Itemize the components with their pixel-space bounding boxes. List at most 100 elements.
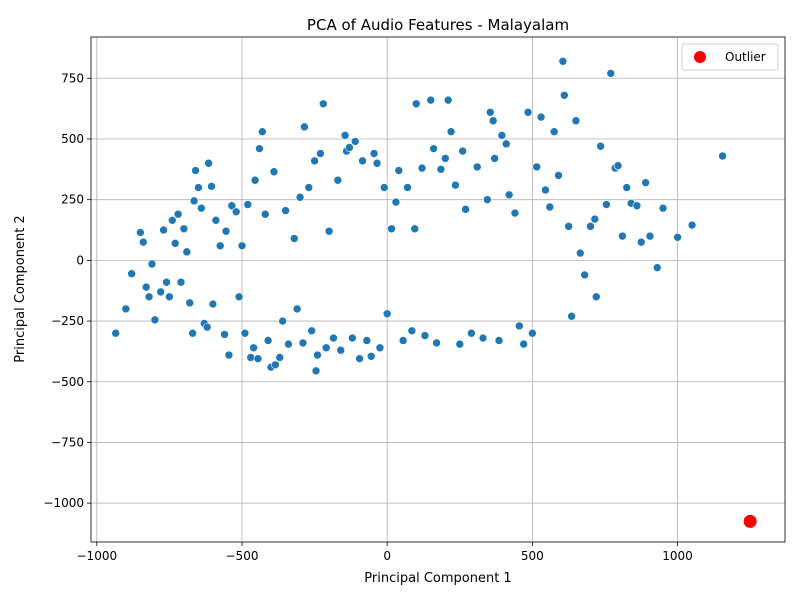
data-point	[329, 333, 338, 343]
data-point	[411, 99, 421, 109]
x-tick-label: −1000	[77, 549, 118, 563]
data-point	[436, 165, 446, 174]
data-point	[451, 180, 460, 190]
data-point	[379, 183, 389, 192]
data-point	[490, 154, 499, 163]
data-point	[641, 178, 650, 187]
data-point	[564, 222, 573, 231]
data-point	[410, 224, 420, 234]
data-point	[545, 202, 555, 212]
data-point	[243, 200, 253, 209]
data-point	[366, 351, 376, 361]
data-point	[606, 69, 616, 78]
data-point	[478, 333, 488, 343]
data-point	[208, 299, 218, 309]
data-point	[394, 166, 404, 175]
y-tick-label: 500	[61, 132, 84, 146]
data-point	[204, 158, 213, 168]
chart-title: PCA of Audio Features - Malayalam	[307, 16, 569, 34]
data-point	[483, 195, 492, 204]
data-point	[387, 224, 396, 234]
data-point	[488, 116, 498, 126]
data-point	[345, 143, 354, 152]
y-tick-label: 0	[76, 253, 84, 267]
data-point	[575, 248, 585, 258]
data-point	[455, 339, 465, 349]
data-point	[340, 131, 350, 140]
data-point	[220, 330, 229, 339]
data-point	[494, 336, 504, 345]
data-point	[121, 304, 131, 314]
data-point	[398, 336, 408, 345]
axis-ticks: −1000 −500 0 500 1000 −1000 −750 −500 −250 0 250 50…	[43, 71, 692, 563]
data-point	[159, 225, 168, 235]
data-point	[622, 183, 632, 192]
data-point	[528, 328, 537, 338]
data-point	[173, 209, 183, 219]
data-point	[549, 127, 559, 136]
data-point	[618, 231, 627, 241]
data-point	[426, 95, 436, 105]
data-point	[255, 144, 264, 153]
data-point	[185, 298, 195, 308]
data-point	[446, 127, 456, 136]
data-point	[541, 185, 550, 195]
data-point	[221, 226, 231, 236]
data-point	[567, 311, 576, 321]
x-tick-label: 500	[521, 549, 544, 563]
data-point	[497, 131, 507, 140]
data-point	[202, 322, 212, 332]
data-point	[237, 241, 247, 251]
data-point	[658, 203, 668, 213]
data-point	[336, 345, 346, 355]
data-point	[429, 144, 438, 153]
data-point	[278, 316, 287, 326]
data-point	[298, 338, 308, 348]
data-point	[162, 277, 171, 287]
data-point	[168, 216, 177, 225]
data-point	[215, 241, 225, 251]
data-point	[188, 328, 197, 338]
data-point	[138, 237, 148, 247]
legend-box	[681, 43, 779, 71]
data-point	[111, 328, 120, 338]
data-point	[461, 205, 470, 214]
data-point	[403, 183, 412, 192]
data-point	[310, 156, 319, 166]
legend: Outlier	[681, 43, 779, 71]
data-point	[687, 220, 697, 230]
data-point	[369, 149, 379, 158]
data-point	[440, 154, 450, 163]
data-point	[249, 343, 258, 353]
data-point	[554, 171, 563, 180]
data-point	[417, 163, 427, 173]
data-point	[504, 190, 514, 200]
data-point	[250, 175, 260, 185]
data-point	[319, 99, 328, 109]
data-point	[136, 228, 145, 237]
data-point	[362, 336, 372, 345]
data-point	[313, 350, 322, 360]
data-point	[150, 315, 160, 325]
data-point	[536, 112, 546, 122]
data-point	[472, 162, 482, 172]
data-point	[591, 292, 601, 302]
data-point	[144, 292, 154, 302]
data-point	[316, 149, 325, 158]
data-point	[231, 207, 241, 217]
x-tick-label: 0	[383, 549, 391, 563]
y-tick-label: −250	[51, 314, 84, 328]
y-tick-label: −750	[51, 435, 84, 449]
data-point	[307, 326, 316, 336]
y-tick-label: 750	[61, 71, 84, 85]
data-point	[292, 304, 302, 314]
data-point	[295, 192, 305, 202]
data-point	[333, 175, 343, 185]
data-point	[147, 259, 157, 269]
data-point	[613, 161, 623, 170]
y-tick-label: −500	[51, 375, 84, 389]
data-point	[391, 197, 401, 207]
data-point	[304, 183, 314, 192]
data-point	[179, 224, 189, 234]
